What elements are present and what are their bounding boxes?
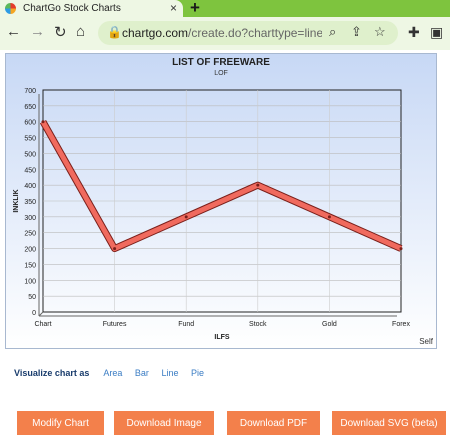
y-tick-label: 50 — [28, 294, 36, 301]
url-text[interactable]: chartgo.com/create.do?charttype=line... — [122, 26, 322, 40]
x-tick-label: Futures — [103, 321, 127, 328]
zoom-icon[interactable]: ⌕ — [329, 24, 337, 39]
back-icon[interactable]: ← — [6, 23, 21, 40]
x-axis-label: ILFS — [214, 334, 229, 341]
data-point — [327, 215, 331, 219]
y-tick-label: 300 — [24, 215, 36, 222]
y-tick-label: 100 — [24, 278, 36, 285]
visualize-bar-link[interactable]: Bar — [134, 368, 149, 378]
y-axis-label: INKLIK — [13, 189, 20, 212]
download-svg-button[interactable]: Download SVG (beta) — [332, 411, 446, 435]
x-tick-label: Forex — [392, 321, 410, 328]
chart-area: LIST OF FREEWARE LOF 0 50 100 150 200 250 300 350… — [5, 53, 437, 349]
new-tab-button[interactable]: + — [190, 0, 200, 17]
download-pdf-button[interactable]: Download PDF — [227, 411, 320, 435]
data-point — [256, 183, 260, 187]
y-tick-label: 650 — [24, 104, 36, 111]
bookmark-star-icon[interactable]: ☆ — [374, 24, 386, 39]
visualize-label: Visualize chart as — [14, 368, 90, 378]
y-tick-label: 700 — [24, 88, 36, 95]
y-tick-label: 400 — [24, 183, 36, 190]
url-path: /create.do?charttype=line... — [188, 26, 322, 40]
y-tick-label: 350 — [24, 199, 36, 206]
chart-footer-label: Self — [419, 337, 433, 346]
data-point — [41, 120, 45, 124]
chartgo-favicon-icon — [5, 3, 16, 14]
y-tick-label: 0 — [32, 310, 36, 317]
forward-icon[interactable]: → — [30, 23, 45, 40]
visualize-line-link[interactable]: Line — [161, 368, 179, 378]
y-tick-label: 200 — [24, 247, 36, 254]
visualize-pie-link[interactable]: Pie — [190, 368, 204, 378]
tab-strip: ChartGo Stock Charts × + — [0, 0, 450, 17]
chart-title: LIST OF FREEWARE — [172, 57, 270, 68]
tab-chartgo[interactable]: ChartGo Stock Charts × — [0, 0, 183, 17]
home-icon[interactable]: ⌂ — [76, 23, 86, 40]
x-tick-label: Fund — [178, 321, 194, 328]
data-point — [184, 215, 188, 219]
lock-icon[interactable]: 🔒 — [107, 25, 122, 39]
y-tick-label: 500 — [24, 151, 36, 158]
visualize-area-link[interactable]: Area — [103, 368, 123, 378]
y-tick-label: 150 — [24, 262, 36, 269]
page-content: LIST OF FREEWARE LOF 0 50 100 150 200 250 300 350… — [0, 50, 450, 441]
y-tick-label: 450 — [24, 167, 36, 174]
address-bar[interactable]: 🔒 chartgo.com/create.do?charttype=line..… — [98, 21, 398, 45]
visualize-options: Visualize chart as Area Bar Line Pie — [14, 368, 214, 378]
line-chart: LIST OF FREEWARE LOF 0 50 100 150 200 250 300 350… — [13, 57, 410, 341]
data-point — [113, 247, 117, 251]
url-domain: chartgo.com — [122, 26, 189, 40]
series-line — [40, 120, 403, 252]
y-tick-label: 600 — [24, 120, 36, 127]
browser-toolbar: ← → ↻ ⌂ 🔒 chartgo.com/create.do?charttyp… — [0, 17, 450, 50]
reload-icon[interactable]: ↻ — [54, 24, 67, 41]
extensions-puzzle-icon[interactable]: ✚ — [408, 24, 420, 40]
tab-close-icon[interactable]: × — [169, 1, 177, 15]
chart-subtitle: LOF — [214, 70, 228, 77]
modify-chart-button[interactable]: Modify Chart — [17, 411, 104, 435]
x-tick-label: Chart — [34, 321, 51, 328]
tab-title: ChartGo Stock Charts — [23, 3, 121, 14]
x-tick-label: Gold — [322, 321, 337, 328]
y-tick-label: 550 — [24, 136, 36, 143]
share-icon[interactable]: ⇪ — [351, 24, 362, 39]
download-image-button[interactable]: Download Image — [114, 411, 214, 435]
data-point — [399, 247, 403, 251]
x-tick-label: Stock — [249, 321, 267, 328]
y-tick-label: 250 — [24, 231, 36, 238]
sidebar-icon[interactable]: ▣ — [430, 24, 444, 40]
plot-corner-edge — [38, 311, 44, 317]
